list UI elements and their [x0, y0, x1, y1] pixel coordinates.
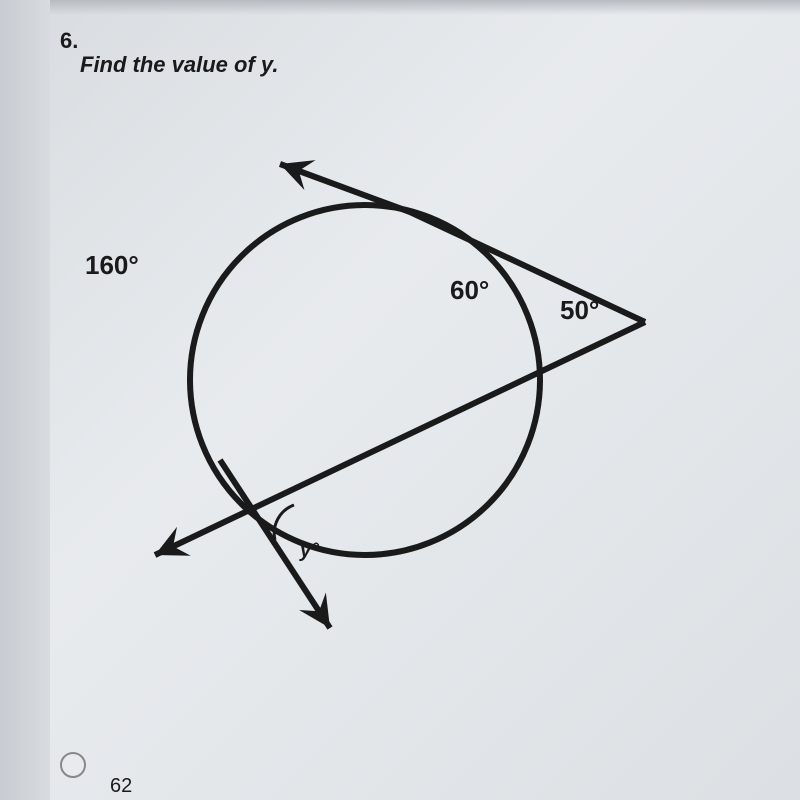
arc-160-label: 160° [85, 250, 139, 281]
arrow-lower-tangent [299, 592, 330, 628]
answer-option-radio[interactable] [60, 752, 86, 778]
secant-line [155, 322, 645, 555]
arc-60-label: 60° [450, 275, 489, 306]
circle [190, 205, 540, 555]
angle-50-label: 50° [560, 295, 599, 326]
question-prompt: Find the value of y. [80, 52, 278, 78]
y-angle-label: y° [300, 540, 319, 563]
upper-tangent-to-vertex [410, 212, 645, 322]
question-number: 6. [60, 28, 78, 54]
answer-option-text: 62 [110, 775, 132, 798]
geometry-diagram [100, 150, 700, 700]
